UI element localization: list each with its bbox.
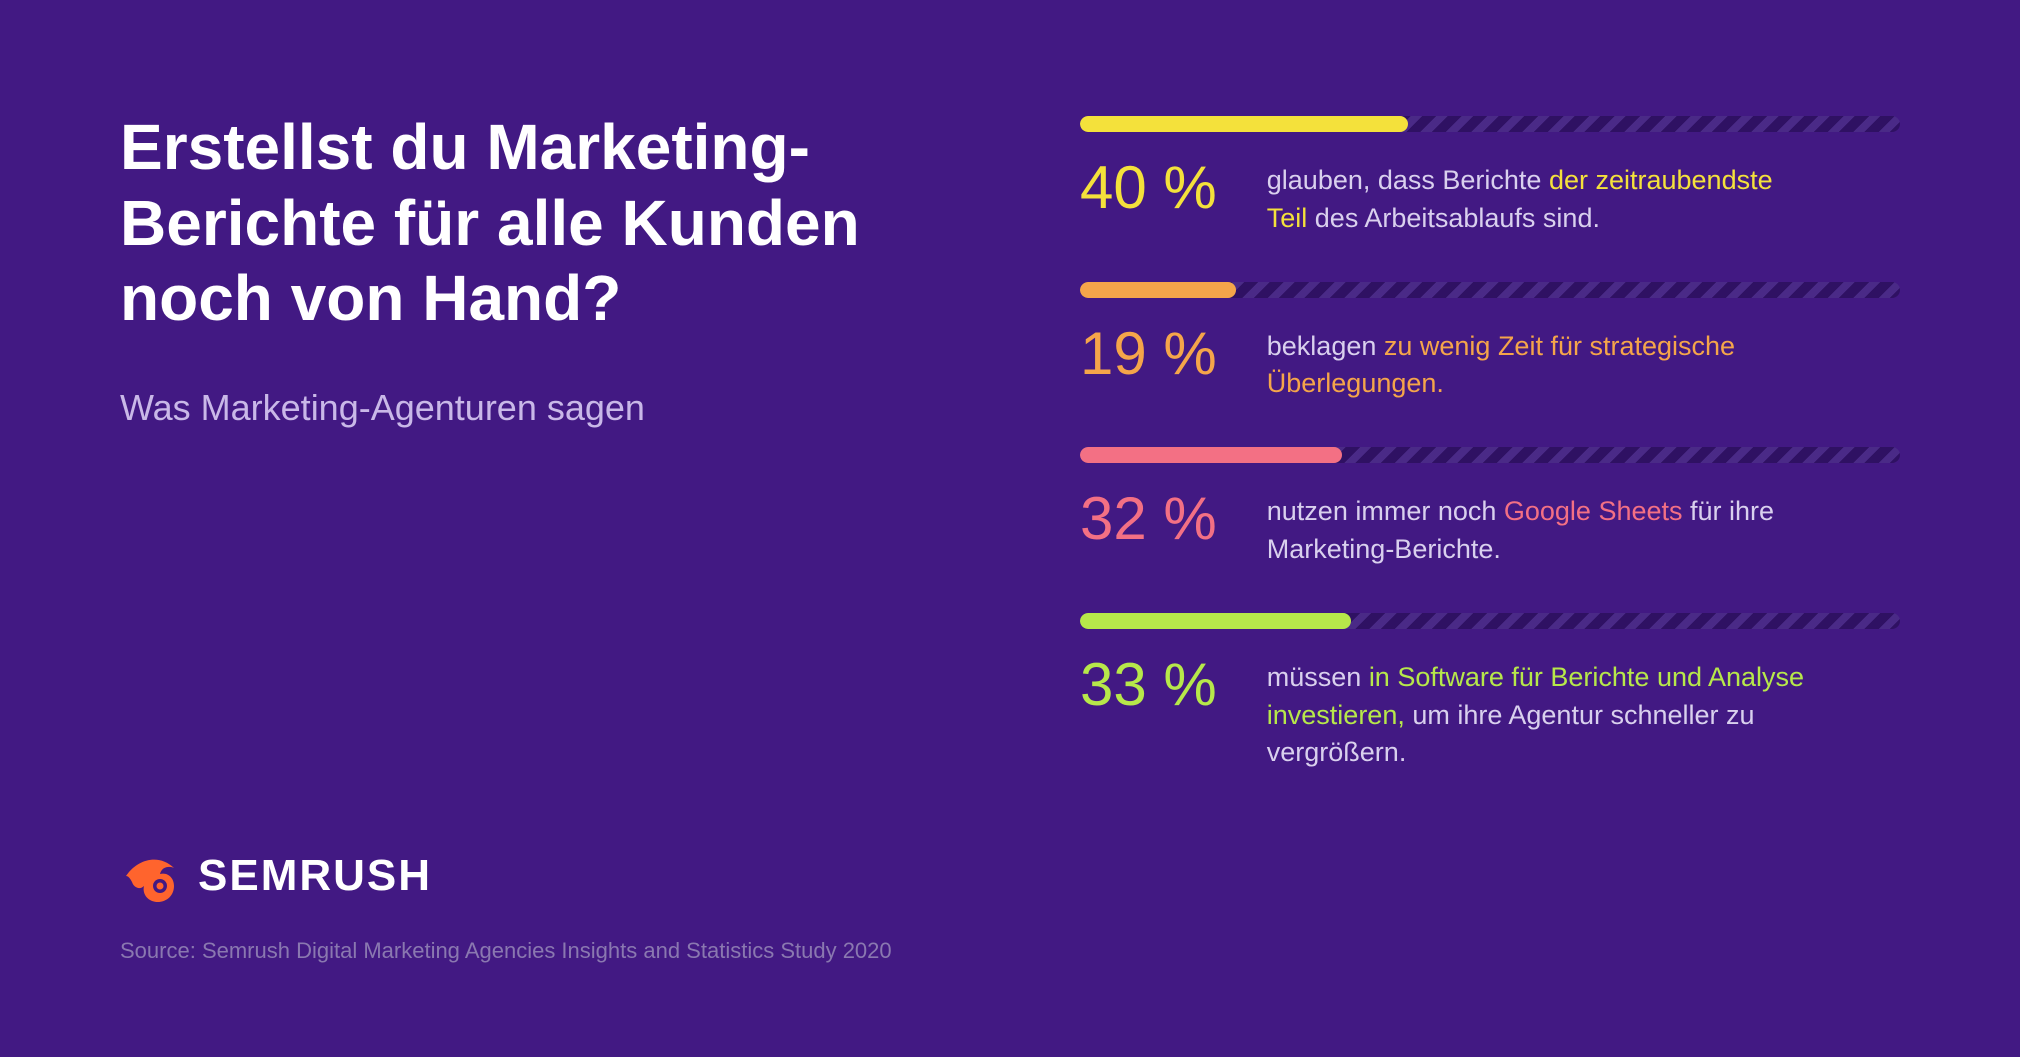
stat-body: 33 % müssen in Software für Berichte und … bbox=[1080, 655, 1900, 772]
stat-item: 19 % beklagen zu wenig Zeit für strategis… bbox=[1080, 282, 1900, 404]
stat-body: 19 % beklagen zu wenig Zeit für strategis… bbox=[1080, 324, 1900, 404]
stat-desc-before: müssen bbox=[1267, 662, 1369, 692]
progress-bar-fill bbox=[1080, 447, 1342, 463]
stat-percent: 19 % bbox=[1080, 324, 1217, 384]
progress-bar bbox=[1080, 116, 1900, 132]
brand-logo: SEMRUSH bbox=[120, 846, 940, 906]
stat-desc-highlight: Google Sheets bbox=[1504, 496, 1683, 526]
stat-body: 32 % nutzen immer noch Google Sheets für … bbox=[1080, 489, 1900, 569]
progress-bar-fill bbox=[1080, 282, 1236, 298]
stat-item: 40 % glauben, dass Berichte der zeitraube… bbox=[1080, 116, 1900, 238]
stat-description: nutzen immer noch Google Sheets für ihre… bbox=[1267, 489, 1807, 569]
source-citation: Source: Semrush Digital Marketing Agenci… bbox=[120, 936, 940, 967]
source-text: Semrush Digital Marketing Agencies Insig… bbox=[202, 938, 892, 963]
left-panel: Erstellst du Marketing-Berichte für alle… bbox=[120, 110, 940, 967]
source-prefix: Source: bbox=[120, 938, 202, 963]
stat-percent: 40 % bbox=[1080, 158, 1217, 218]
semrush-fire-icon bbox=[120, 846, 180, 906]
stat-description: beklagen zu wenig Zeit für strategische … bbox=[1267, 324, 1807, 404]
stat-description: müssen in Software für Berichte und Anal… bbox=[1267, 655, 1807, 772]
stat-desc-after: des Arbeitsablaufs sind. bbox=[1307, 203, 1600, 233]
spacer bbox=[120, 431, 940, 846]
progress-bar bbox=[1080, 282, 1900, 298]
stat-desc-before: beklagen bbox=[1267, 331, 1384, 361]
stat-desc-before: glauben, dass Berichte bbox=[1267, 165, 1549, 195]
stat-desc-before: nutzen immer noch bbox=[1267, 496, 1504, 526]
progress-bar-fill bbox=[1080, 116, 1408, 132]
stat-body: 40 % glauben, dass Berichte der zeitraube… bbox=[1080, 158, 1900, 238]
headline: Erstellst du Marketing-Berichte für alle… bbox=[120, 110, 940, 337]
progress-bar bbox=[1080, 447, 1900, 463]
brand-name: SEMRUSH bbox=[198, 851, 432, 901]
progress-bar-fill bbox=[1080, 613, 1351, 629]
stat-percent: 33 % bbox=[1080, 655, 1217, 715]
stat-item: 33 % müssen in Software für Berichte und … bbox=[1080, 613, 1900, 772]
stat-item: 32 % nutzen immer noch Google Sheets für … bbox=[1080, 447, 1900, 569]
subtitle: Was Marketing-Agenturen sagen bbox=[120, 385, 940, 432]
stat-percent: 32 % bbox=[1080, 489, 1217, 549]
progress-bar bbox=[1080, 613, 1900, 629]
stat-description: glauben, dass Berichte der zeitraubendst… bbox=[1267, 158, 1807, 238]
stats-panel: 40 % glauben, dass Berichte der zeitraube… bbox=[1080, 110, 1900, 967]
